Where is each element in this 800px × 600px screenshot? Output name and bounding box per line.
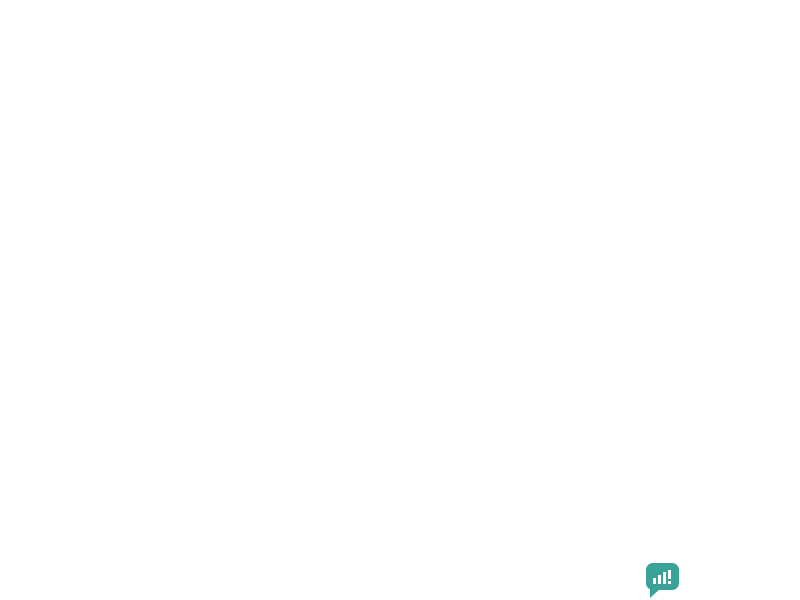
bar-chart-speech-bubble-icon	[646, 563, 679, 598]
speech-bubble-tail	[650, 589, 660, 598]
newsworthy-logo	[646, 563, 689, 598]
